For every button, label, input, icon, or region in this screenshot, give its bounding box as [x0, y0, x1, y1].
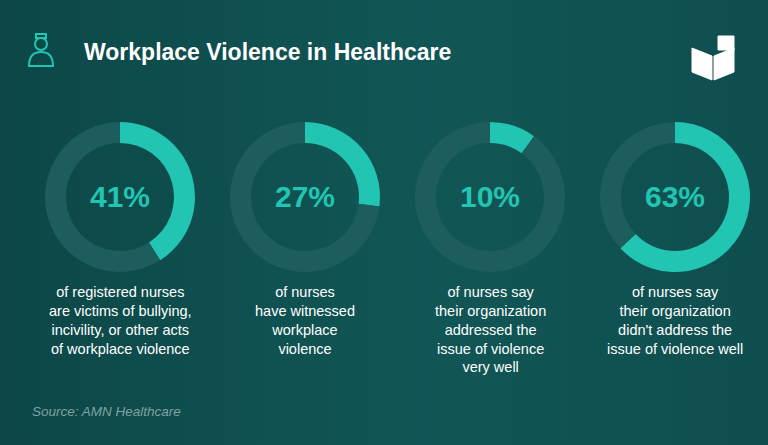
svg-text:63%: 63% — [645, 180, 705, 213]
svg-text:41%: 41% — [90, 180, 150, 213]
svg-text:Source: AMN Healthcare: Source: AMN Healthcare — [32, 404, 181, 419]
svg-text:of registered nursesare victim: of registered nursesare victims of bully… — [49, 284, 192, 357]
svg-text:Workplace Violence in Healthca: Workplace Violence in Healthcare — [84, 39, 451, 65]
svg-text:of nurses saytheir organizatio: of nurses saytheir organizationaddressed… — [435, 284, 546, 375]
svg-text:of nurseshave witnessedworkpla: of nurseshave witnessedworkplaceviolence — [255, 284, 355, 357]
svg-text:of nurses saytheir organizatio: of nurses saytheir organizationdidn't ad… — [607, 284, 743, 357]
svg-text:10%: 10% — [460, 180, 520, 213]
svg-text:27%: 27% — [275, 180, 335, 213]
